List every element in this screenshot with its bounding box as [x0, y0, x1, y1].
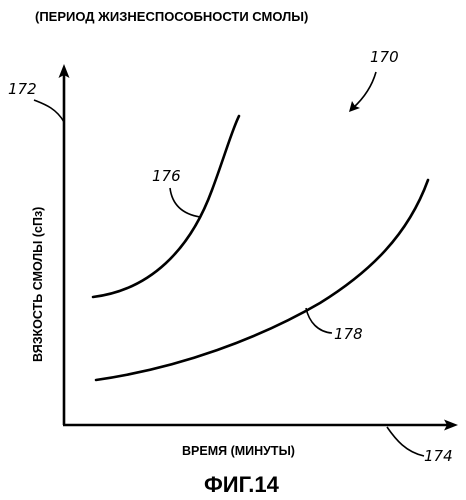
- ref-174: 174: [424, 447, 453, 465]
- leader-172: [34, 100, 64, 122]
- y-axis-label: ВЯЗКОСТЬ СМОЛЫ (сПз): [31, 207, 45, 362]
- figure-title: (ПЕРИОД ЖИЗНЕСПОСОБНОСТИ СМОЛЫ): [35, 9, 308, 24]
- ref-172: 172: [8, 80, 37, 98]
- leader-178: [306, 308, 332, 333]
- curve-176: [93, 116, 239, 297]
- leader-170: [353, 72, 376, 108]
- ref-178: 178: [334, 325, 363, 343]
- leader-176: [170, 188, 200, 217]
- ref-176: 176: [152, 167, 181, 185]
- leader-174: [387, 427, 424, 456]
- figure-caption: ФИГ.14: [204, 472, 280, 497]
- x-axis-label: ВРЕМЯ (МИНУТЫ): [182, 444, 295, 458]
- ref-170: 170: [370, 48, 399, 66]
